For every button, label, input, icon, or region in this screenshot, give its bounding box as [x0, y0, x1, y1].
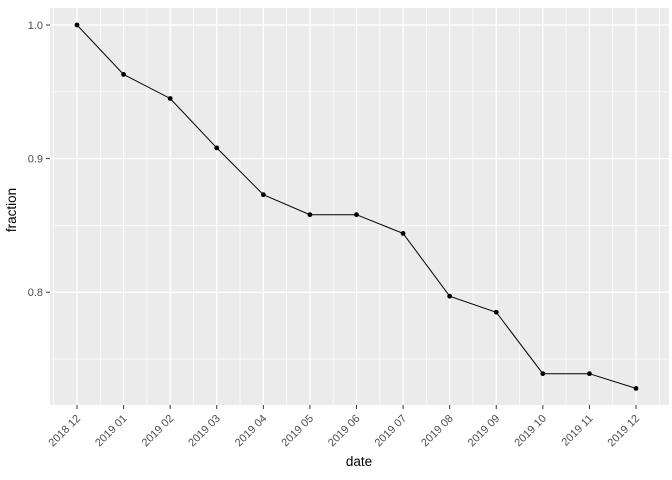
data-point [214, 145, 220, 151]
x-tick-label: 2019 03 [186, 413, 223, 450]
data-point [260, 192, 266, 198]
x-tick-label: 2019 10 [512, 413, 549, 450]
x-tick-label: 2019 08 [419, 413, 456, 450]
data-point [633, 385, 639, 391]
y-tick-label: 0.9 [28, 154, 43, 166]
x-tick-label: 2019 01 [93, 413, 130, 450]
data-point [354, 212, 359, 218]
data-point [121, 72, 126, 77]
x-axis-title: date [346, 454, 372, 469]
x-tick-label: 2019 06 [326, 413, 363, 450]
data-point [307, 212, 313, 218]
x-tick-label: 2019 02 [140, 413, 177, 450]
plot-panel [50, 8, 669, 405]
y-tick-label: 1.0 [28, 20, 43, 32]
x-tick-label: 2018 12 [47, 413, 84, 450]
data-series [74, 22, 639, 391]
x-tick-label: 2019 09 [466, 413, 503, 450]
data-point [447, 293, 453, 299]
data-point [74, 22, 80, 28]
y-tick-label: 0.8 [28, 287, 43, 299]
axis-tick-marks [46, 24, 637, 409]
data-point [400, 231, 406, 236]
data-point [493, 309, 499, 315]
x-tick-label: 2019 07 [373, 413, 410, 450]
y-axis-title: fraction [4, 188, 19, 232]
data-point [587, 371, 592, 377]
data-point [167, 96, 173, 101]
x-tick-label: 2019 05 [279, 413, 316, 450]
x-tick-label: 2019 04 [233, 413, 270, 450]
x-tick-label: 2019 11 [560, 413, 596, 449]
data-point [540, 371, 546, 377]
minor-gridlines [50, 8, 669, 405]
x-tick-label: 2019 12 [606, 413, 643, 450]
